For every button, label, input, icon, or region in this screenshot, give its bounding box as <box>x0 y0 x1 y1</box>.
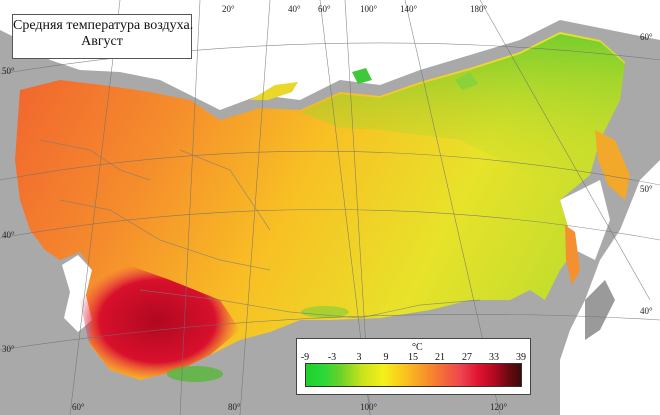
lon-label-top: 100° <box>360 4 378 14</box>
lat-label-right: 50° <box>640 184 653 194</box>
lon-label-top: 180° <box>470 4 488 14</box>
lat-label-left: 50° <box>2 66 15 76</box>
legend-tick: -9 <box>300 352 310 363</box>
lat-label-right: 60° <box>640 32 653 42</box>
legend-tick: 33 <box>489 352 499 363</box>
legend-tick: 3 <box>356 352 362 363</box>
lon-label-top: 60° <box>318 4 331 14</box>
japan-islands <box>585 280 615 340</box>
legend-tick: 15 <box>408 352 418 363</box>
lon-label-top: 140° <box>400 4 418 14</box>
lat-label-right: 40° <box>640 306 653 316</box>
kamchatka-peninsula <box>595 130 630 200</box>
lat-label-left: 30° <box>2 344 15 354</box>
map-title-line1: Средняя температура воздуха. <box>13 18 194 33</box>
temperature-legend: °C -9 -3 3 9 15 21 27 33 39 <box>296 338 531 395</box>
altai-cold-patch <box>301 306 349 318</box>
legend-tick: 21 <box>435 352 445 363</box>
lon-label-top: 20° <box>222 4 235 14</box>
northern-cold-zone <box>300 34 625 200</box>
lon-label-top: 40° <box>288 4 301 14</box>
sakhalin-island <box>565 225 580 285</box>
map-title: Средняя температура воздуха. Август <box>12 14 194 59</box>
border-lines <box>39 139 481 319</box>
legend-unit: °C <box>412 342 423 353</box>
central-asia-hot-zone <box>75 262 240 380</box>
legend-tick: -3 <box>327 352 337 363</box>
lon-label-bottom: 100° <box>360 402 378 412</box>
lon-label-bottom: 80° <box>228 402 241 412</box>
new-siberian-islands <box>455 72 478 90</box>
legend-tick: 9 <box>383 352 389 363</box>
lon-label-bottom: 60° <box>72 402 85 412</box>
legend-tick: 39 <box>516 352 526 363</box>
mountain-cold-patch <box>167 366 223 382</box>
lat-label-left: 40° <box>2 230 15 240</box>
map-title-line2: Август <box>81 34 123 49</box>
legend-tick: 27 <box>462 352 472 363</box>
novaya-zemlya-island <box>250 82 298 100</box>
lon-label-bottom: 120° <box>490 402 508 412</box>
legend-color-bar <box>305 363 522 387</box>
severnaya-zemlya-island <box>352 68 372 84</box>
pacific-ocean <box>560 160 660 415</box>
